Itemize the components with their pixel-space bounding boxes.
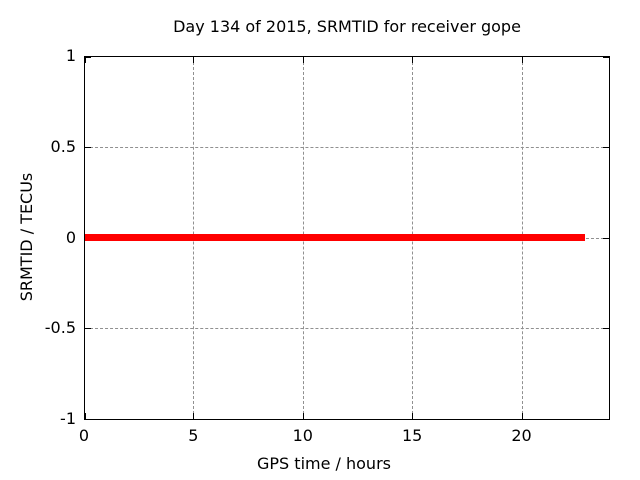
x-tick-label: 15 bbox=[401, 426, 423, 445]
x-tick-label: 10 bbox=[292, 426, 313, 445]
x-tick-mark bbox=[193, 413, 195, 419]
y-tick-mark-right bbox=[603, 237, 609, 239]
y-tick-mark-right bbox=[603, 57, 609, 58]
x-tick-mark bbox=[521, 413, 523, 419]
x-tick-label: 5 bbox=[188, 426, 199, 445]
x-tick-mark bbox=[412, 413, 414, 419]
y-tick-mark-right bbox=[603, 328, 609, 330]
gridline-y-0.5 bbox=[85, 146, 609, 148]
y-tick-mark bbox=[85, 419, 91, 420]
series-line-srmtid bbox=[85, 234, 585, 241]
y-tick-mark bbox=[85, 328, 91, 330]
x-tick-mark bbox=[85, 413, 86, 419]
plot-area bbox=[84, 56, 610, 420]
chart-title: Day 134 of 2015, SRMTID for receiver gop… bbox=[173, 17, 521, 36]
y-tick-mark-right bbox=[603, 419, 609, 420]
x-axis-title: GPS time / hours bbox=[257, 454, 391, 473]
x-tick-label: 0 bbox=[78, 426, 90, 445]
y-tick-label: 0 bbox=[65, 227, 76, 247]
x-tick-mark-top bbox=[302, 57, 304, 63]
x-tick-mark-top bbox=[521, 57, 523, 63]
y-tick-label: 1 bbox=[65, 46, 76, 65]
x-tick-mark-top bbox=[193, 57, 195, 63]
x-tick-mark-top bbox=[85, 57, 86, 63]
y-tick-label: -0.5 bbox=[44, 318, 76, 338]
x-tick-mark bbox=[302, 413, 304, 419]
y-tick-mark bbox=[85, 146, 91, 148]
y-tick-label: -1 bbox=[60, 409, 76, 428]
y-tick-label: 0.5 bbox=[50, 136, 76, 156]
x-tick-mark-top bbox=[412, 57, 414, 63]
y-tick-mark bbox=[85, 57, 91, 58]
y-tick-mark-right bbox=[603, 146, 609, 148]
gridline-y--0.5 bbox=[85, 328, 609, 330]
x-tick-label: 20 bbox=[511, 426, 532, 445]
